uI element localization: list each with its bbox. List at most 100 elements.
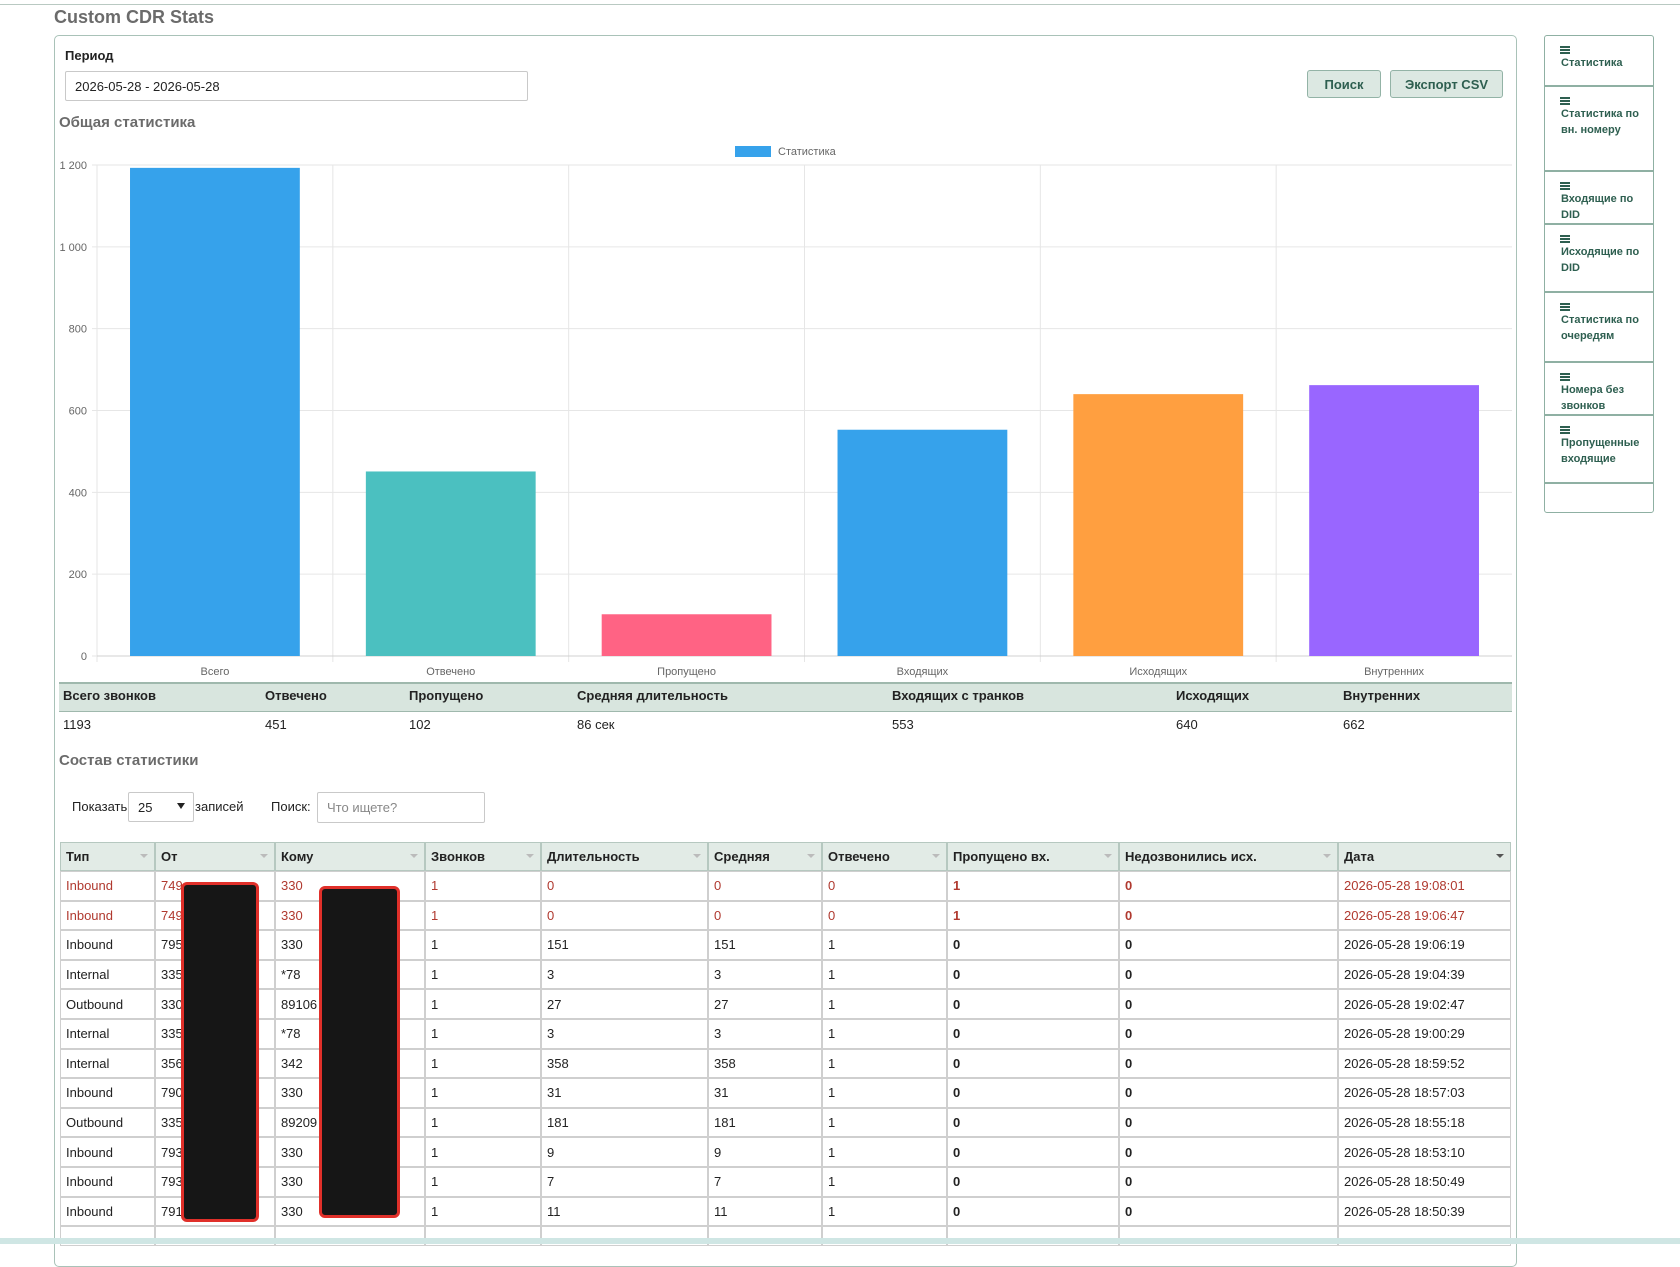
column-header[interactable]: Отвечено [822, 842, 947, 871]
sidebar: Статистика Статистика по вн. номеру Входящ… [1544, 35, 1654, 513]
table-cell: 0 [1119, 1019, 1338, 1049]
table-cell: 0 [947, 1137, 1119, 1167]
table-cell: 1 [425, 930, 541, 960]
table-cell: Internal [60, 959, 155, 990]
summary-value: 86 сек [577, 717, 615, 732]
search-input[interactable]: Что ищете? [317, 792, 485, 823]
table-cell: 2026-05-28 18:53:10 [1338, 1137, 1511, 1167]
table-cell: 1 [425, 1196, 541, 1227]
period-label: Период [65, 48, 114, 63]
search-button[interactable]: Поиск [1307, 70, 1381, 98]
sidebar-link[interactable]: Пропущенные входящие [1545, 416, 1653, 484]
show-label: Показать [72, 799, 128, 814]
summary-header: Отвечено [265, 688, 327, 703]
table-cell: Inbound [60, 1137, 155, 1167]
period-input[interactable]: 2026-05-28 - 2026-05-28 [65, 71, 528, 101]
table-cell: 27 [541, 989, 708, 1019]
y-tick-label: 800 [69, 324, 87, 336]
table-cell: 1 [425, 1048, 541, 1079]
summary-value: 1193 [63, 717, 91, 732]
table-cell: Outbound [60, 1107, 155, 1138]
table-cell: 1 [425, 1137, 541, 1167]
table-cell: 1 [425, 959, 541, 990]
table-cell: 11 [541, 1196, 708, 1227]
column-header[interactable]: От [155, 842, 275, 871]
table-cell: 9 [541, 1137, 708, 1167]
sidebar-link[interactable]: Исходящие по DID [1545, 225, 1653, 293]
column-header[interactable]: Звонков [425, 842, 541, 871]
table-cell: 2026-05-28 19:08:01 [1338, 871, 1511, 901]
table-cell: Internal [60, 1019, 155, 1049]
column-header[interactable]: Недозвонились исх. [1119, 842, 1338, 871]
bar [837, 429, 1008, 656]
table-cell: 2026-05-28 18:55:18 [1338, 1107, 1511, 1138]
bar [130, 167, 300, 656]
table-cell: 1 [425, 900, 541, 931]
column-header[interactable]: Дата [1338, 842, 1511, 871]
bar [365, 471, 536, 656]
search-label: Поиск: [271, 799, 311, 814]
table-cell: 0 [947, 930, 1119, 960]
summary-value: 102 [409, 717, 431, 732]
sidebar-link[interactable]: Номера без звонков [1545, 363, 1653, 416]
column-header[interactable]: Тип [60, 842, 155, 871]
table-cell: 2026-05-28 18:57:03 [1338, 1078, 1511, 1108]
table-cell: 3 [708, 1019, 822, 1049]
table-cell: 0 [1119, 1137, 1338, 1167]
y-tick-label: 0 [81, 651, 87, 663]
sidebar-link[interactable]: Входящие по DID [1545, 172, 1653, 225]
export-button[interactable]: Экспорт CSV [1390, 70, 1503, 98]
table-cell: 1 [822, 1196, 947, 1227]
table-cell: 1 [822, 930, 947, 960]
table-cell: Inbound [60, 1078, 155, 1108]
table-cell: 0 [708, 871, 822, 901]
table-cell: 151 [708, 930, 822, 960]
summary-value: 640 [1176, 717, 1198, 732]
table-cell: 1 [425, 1167, 541, 1197]
table-cell: 1 [822, 1167, 947, 1197]
table-cell: 0 [947, 1048, 1119, 1079]
table-cell: 0 [541, 871, 708, 901]
table-cell: 31 [541, 1078, 708, 1108]
sidebar-link[interactable]: Статистика [1545, 36, 1653, 87]
table-cell: Inbound [60, 1167, 155, 1197]
dropdown-arrow [177, 803, 185, 813]
bar [601, 614, 772, 656]
sidebar-link[interactable]: Статистика по очередям [1545, 293, 1653, 363]
table-cell: 1 [947, 900, 1119, 931]
legend-label: Статистика [778, 146, 837, 158]
column-header[interactable]: Кому [275, 842, 425, 871]
table-cell: 1 [425, 989, 541, 1019]
table-cell: 0 [947, 989, 1119, 1019]
y-tick-label: 1 200 [59, 160, 87, 172]
summary-value: 451 [265, 717, 287, 732]
x-tick-label: Исходящих [1129, 666, 1187, 678]
summary-header: Пропущено [409, 688, 484, 703]
table-cell: 1 [822, 1137, 947, 1167]
table-cell: 0 [1119, 1167, 1338, 1197]
sidebar-link[interactable]: Статистика по вн. номеру [1545, 87, 1653, 172]
page-size-select[interactable]: 25 [128, 792, 194, 822]
table-cell: 7 [541, 1167, 708, 1197]
table-cell: 7 [708, 1167, 822, 1197]
summary-header: Средняя длительность [577, 688, 729, 703]
table-cell: 0 [541, 900, 708, 931]
table-cell: 1 [822, 989, 947, 1019]
table-cell: 1 [425, 1019, 541, 1049]
table-cell: 3 [708, 959, 822, 990]
table-cell: 2026-05-28 19:04:39 [1338, 959, 1511, 990]
table-cell: 1 [822, 1019, 947, 1049]
column-header[interactable]: Средняя [708, 842, 822, 871]
column-header[interactable]: Пропущено вх. [947, 842, 1119, 871]
table-cell: 0 [947, 1019, 1119, 1049]
table-cell: 0 [822, 871, 947, 901]
table-cell: 1 [822, 1107, 947, 1138]
table-cell: 27 [708, 989, 822, 1019]
section-heading: Состав статистики [59, 752, 199, 769]
table-cell: 1 [822, 959, 947, 990]
table-cell: 0 [1119, 1048, 1338, 1079]
table-cell: Inbound [60, 930, 155, 960]
column-header[interactable]: Длительность [541, 842, 708, 871]
summary-header: Входящих с транков [892, 688, 1025, 703]
table-cell: 2026-05-28 18:50:49 [1338, 1167, 1511, 1197]
